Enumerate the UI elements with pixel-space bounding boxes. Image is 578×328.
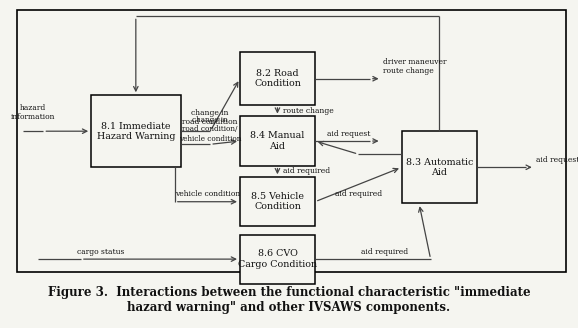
Text: 8.3 Automatic
Aid: 8.3 Automatic Aid [406, 157, 473, 177]
Text: aid request: aid request [327, 130, 370, 138]
Text: 8.1 Immediate
Hazard Warning: 8.1 Immediate Hazard Warning [97, 121, 175, 141]
Text: Figure 3.  Interactions between the functional characteristic "immediate
hazard : Figure 3. Interactions between the funct… [48, 286, 530, 314]
Text: change in
road condition: change in road condition [183, 109, 238, 126]
Text: vehicle condition: vehicle condition [175, 191, 240, 198]
Text: cargo status: cargo status [77, 248, 125, 256]
Text: 8.5 Vehicle
Condition: 8.5 Vehicle Condition [251, 192, 304, 212]
Text: change in
road condition/
vehicle condition: change in road condition/ vehicle condit… [179, 116, 242, 143]
Bar [17, 10, 566, 272]
Text: driver maneuver
route change: driver maneuver route change [383, 58, 446, 75]
Text: 8.6 CVO
Cargo Condition: 8.6 CVO Cargo Condition [238, 249, 317, 269]
Text: hazard
information: hazard information [11, 104, 55, 121]
Bar [240, 52, 315, 105]
Text: aid required: aid required [335, 191, 382, 198]
Text: aid required: aid required [361, 248, 408, 256]
Bar [402, 131, 477, 203]
Bar [240, 116, 315, 166]
Bar [240, 177, 315, 226]
Text: aid request: aid request [536, 156, 578, 164]
Text: 8.2 Road
Condition: 8.2 Road Condition [254, 69, 301, 89]
Text: route change: route change [283, 107, 334, 115]
Bar [91, 95, 180, 167]
Bar [240, 235, 315, 284]
Text: 8.4 Manual
Aid: 8.4 Manual Aid [250, 131, 305, 151]
Text: aid required: aid required [283, 167, 331, 175]
